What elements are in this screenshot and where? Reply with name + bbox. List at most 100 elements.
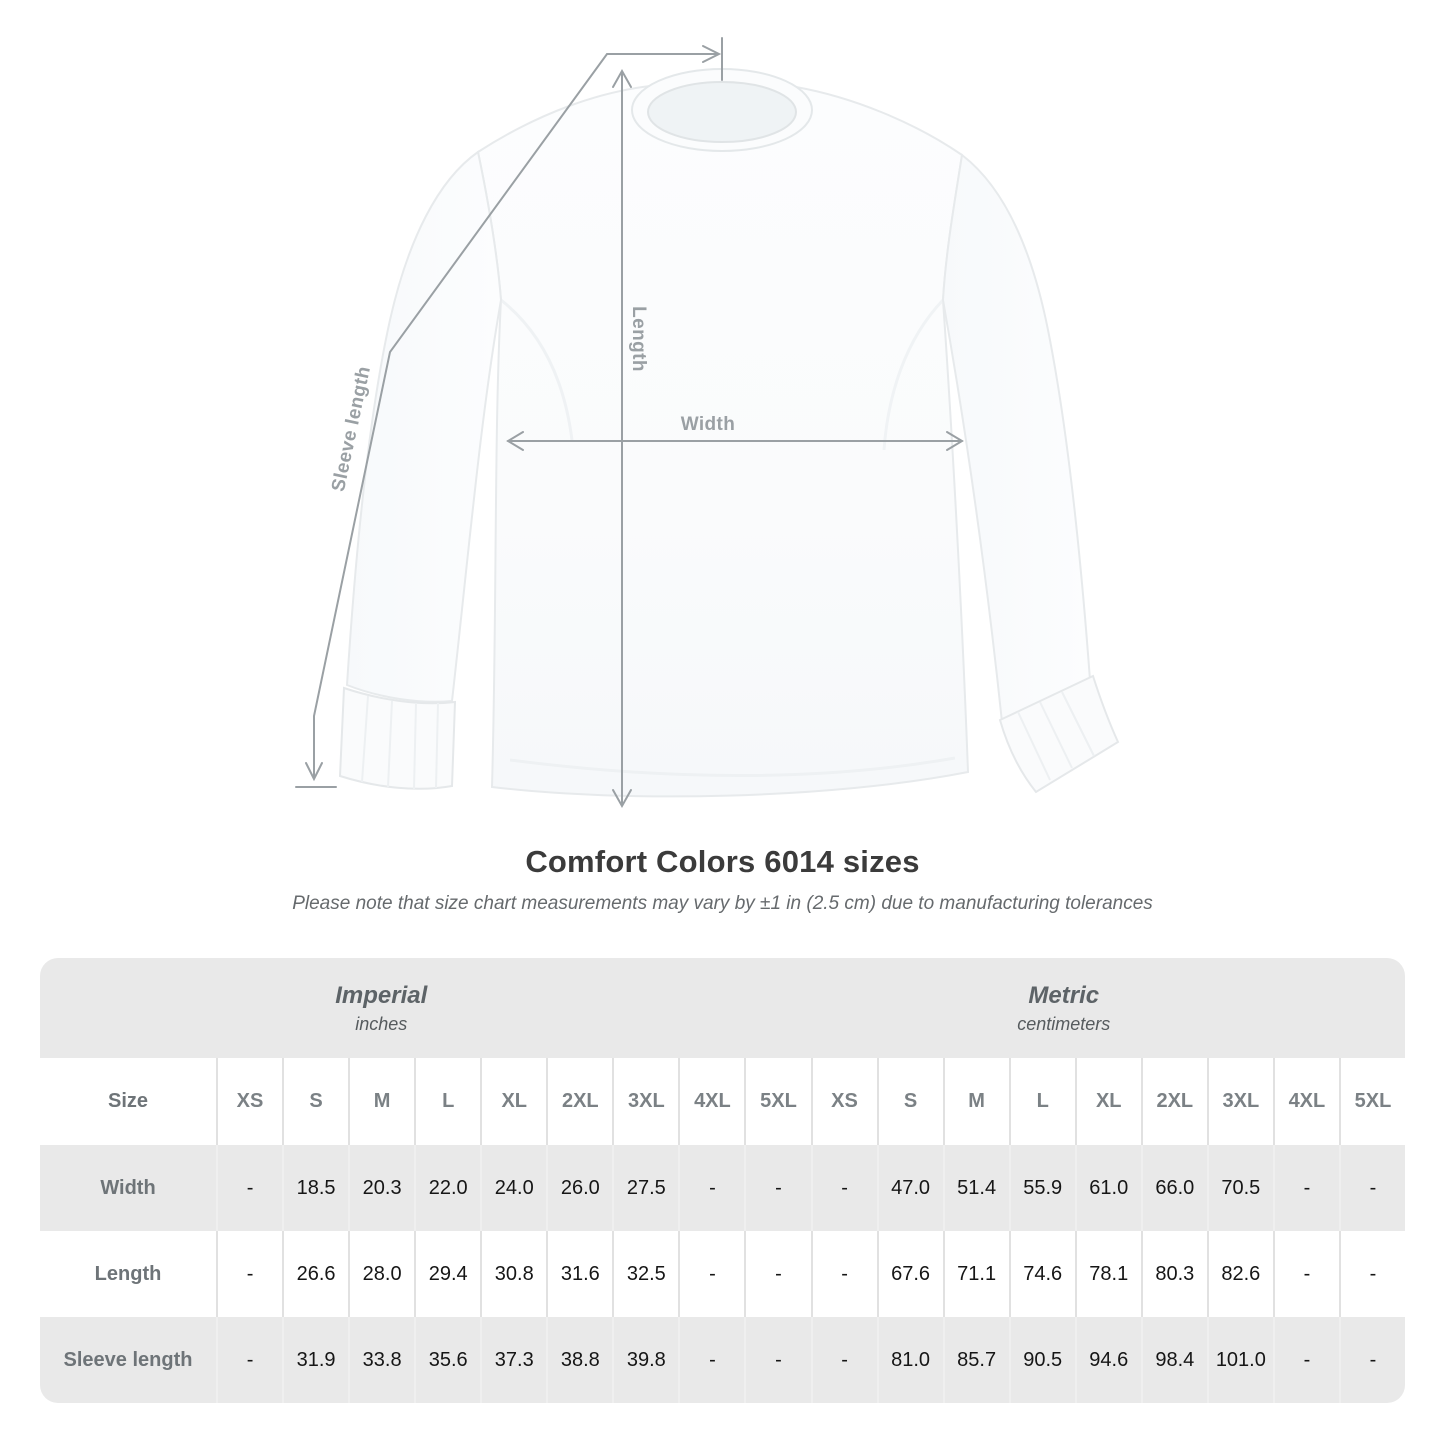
imperial-unit-label: inches [355, 1013, 408, 1034]
measurement-row: Length -26.6 28.0 29.4 30.8 31.6 32.5- - -67.6 71… [40, 1231, 1405, 1317]
imperial-header: Imperial [335, 981, 428, 1009]
size-header-imperial-l: L [414, 1058, 480, 1145]
value-cell-imperial-xs: - [216, 1145, 282, 1231]
size-header-metric-5xl: 5XL [1338, 1058, 1405, 1145]
value-cell-metric-xs: - [810, 1231, 877, 1317]
value-cell-metric-xs: - [810, 1317, 877, 1403]
shirt-diagram: Sleeve length Length Width [295, 37, 1120, 809]
metric-unit-label: centimeters [1017, 1013, 1111, 1034]
value-cell-metric-s: 67.6 [876, 1231, 943, 1317]
value-cell-imperial-4xl: - [678, 1145, 744, 1231]
sleeve-length-arrow [295, 37, 723, 788]
shirt-body [476, 79, 970, 798]
size-column-header: Size [107, 1090, 149, 1112]
value-cell-imperial-2xl: 38.8 [546, 1317, 612, 1403]
size-chart-table: Imperial inches Metric centimeters Size X… [40, 958, 1405, 1403]
value-cell-metric-l: 55.9 [1008, 1145, 1075, 1231]
size-header-imperial-2xl: 2XL [546, 1058, 612, 1145]
value-cell-metric-5xl: - [1338, 1231, 1405, 1317]
size-header-metric-xs: XS [810, 1058, 877, 1145]
value-cell-metric-s: 47.0 [876, 1145, 943, 1231]
length-arrow [612, 68, 632, 809]
value-cell-imperial-xl: 24.0 [480, 1145, 546, 1231]
value-cell-imperial-3xl: 32.5 [612, 1231, 678, 1317]
size-chart-grid: Size XS S M L XL 2XL 3XL 4XL 5XL XS S M L XL 2XL 3XL 4XL 5… [40, 1058, 1405, 1403]
value-cell-imperial-xl: 37.3 [480, 1317, 546, 1403]
measurement-row: Sleeve length -31.9 33.8 35.6 37.3 38.8 39.8- -… [40, 1317, 1405, 1403]
value-cell-metric-2xl: 98.4 [1140, 1317, 1207, 1403]
imperial-header-group: Imperial inches [40, 958, 723, 1058]
value-cell-imperial-2xl: 31.6 [546, 1231, 612, 1317]
value-cell-imperial-xl: 30.8 [480, 1231, 546, 1317]
measurement-row: Width -18.5 20.3 22.0 24.0 26.0 27.5- - -47.0 51.… [40, 1145, 1405, 1231]
value-cell-metric-s: 81.0 [876, 1317, 943, 1403]
size-header-imperial-s: S [282, 1058, 348, 1145]
value-cell-metric-2xl: 66.0 [1140, 1145, 1207, 1231]
size-header-metric-s: S [876, 1058, 943, 1145]
value-cell-imperial-4xl: - [678, 1231, 744, 1317]
shirt-collar [631, 68, 813, 152]
value-cell-metric-4xl: - [1272, 1231, 1339, 1317]
width-label: Width [680, 414, 736, 435]
size-header-metric-4xl: 4XL [1272, 1058, 1339, 1145]
size-header-metric-m: M [942, 1058, 1009, 1145]
value-cell-metric-l: 90.5 [1008, 1317, 1075, 1403]
value-cell-imperial-4xl: - [678, 1317, 744, 1403]
value-cell-metric-5xl: - [1338, 1317, 1405, 1403]
metric-header: Metric [1028, 981, 1100, 1009]
value-cell-imperial-m: 20.3 [348, 1145, 414, 1231]
value-cell-imperial-xs: - [216, 1231, 282, 1317]
value-cell-imperial-l: 35.6 [414, 1317, 480, 1403]
size-header-metric-2xl: 2XL [1140, 1058, 1207, 1145]
size-header-row: Size XS S M L XL 2XL 3XL 4XL 5XL XS S M L XL 2XL 3XL 4XL 5… [40, 1058, 1405, 1145]
value-cell-metric-m: 85.7 [942, 1317, 1009, 1403]
metric-header-group: Metric centimeters [723, 958, 1406, 1058]
size-header-imperial-3xl: 3XL [612, 1058, 678, 1145]
value-cell-imperial-xs: - [216, 1317, 282, 1403]
value-cell-imperial-s: 31.9 [282, 1317, 348, 1403]
value-cell-metric-3xl: 101.0 [1206, 1317, 1273, 1403]
value-cell-metric-l: 74.6 [1008, 1231, 1075, 1317]
value-cell-metric-2xl: 80.3 [1140, 1231, 1207, 1317]
value-cell-metric-4xl: - [1272, 1145, 1339, 1231]
tolerance-note: Please note that size chart measurements… [292, 893, 1153, 914]
value-cell-metric-3xl: 82.6 [1206, 1231, 1273, 1317]
value-cell-imperial-3xl: 39.8 [612, 1317, 678, 1403]
size-header-imperial-5xl: 5XL [744, 1058, 810, 1145]
value-cell-metric-3xl: 70.5 [1206, 1145, 1273, 1231]
size-header-imperial-xs: XS [216, 1058, 282, 1145]
value-cell-imperial-5xl: - [744, 1231, 810, 1317]
page-title: Comfort Colors 6014 sizes [525, 844, 920, 879]
value-cell-imperial-s: 18.5 [282, 1145, 348, 1231]
value-cell-imperial-3xl: 27.5 [612, 1145, 678, 1231]
value-cell-metric-xl: 78.1 [1074, 1231, 1141, 1317]
value-cell-imperial-m: 28.0 [348, 1231, 414, 1317]
long-sleeve-shirt-illustration [295, 37, 1120, 809]
value-cell-metric-xl: 61.0 [1074, 1145, 1141, 1231]
value-cell-imperial-2xl: 26.0 [546, 1145, 612, 1231]
size-header-imperial-m: M [348, 1058, 414, 1145]
value-cell-metric-xl: 94.6 [1074, 1317, 1141, 1403]
value-cell-metric-4xl: - [1272, 1317, 1339, 1403]
value-cell-metric-m: 51.4 [942, 1145, 1009, 1231]
unit-header-band: Imperial inches Metric centimeters [40, 958, 1405, 1058]
row-label: Length [94, 1262, 162, 1285]
width-arrow [506, 431, 964, 451]
value-cell-imperial-5xl: - [744, 1145, 810, 1231]
value-cell-metric-5xl: - [1338, 1145, 1405, 1231]
size-header-imperial-4xl: 4XL [678, 1058, 744, 1145]
value-cell-imperial-5xl: - [744, 1317, 810, 1403]
value-cell-metric-xs: - [810, 1145, 877, 1231]
value-cell-metric-m: 71.1 [942, 1231, 1009, 1317]
value-cell-imperial-m: 33.8 [348, 1317, 414, 1403]
shirt-right-sleeve [941, 153, 1120, 794]
length-label: Length [628, 306, 649, 372]
size-header-metric-l: L [1008, 1058, 1075, 1145]
value-cell-imperial-l: 29.4 [414, 1231, 480, 1317]
value-cell-imperial-l: 22.0 [414, 1145, 480, 1231]
size-header-metric-xl: XL [1074, 1058, 1141, 1145]
row-label: Sleeve length [63, 1348, 193, 1371]
shirt-left-sleeve [338, 150, 503, 790]
value-cell-imperial-s: 26.6 [282, 1231, 348, 1317]
